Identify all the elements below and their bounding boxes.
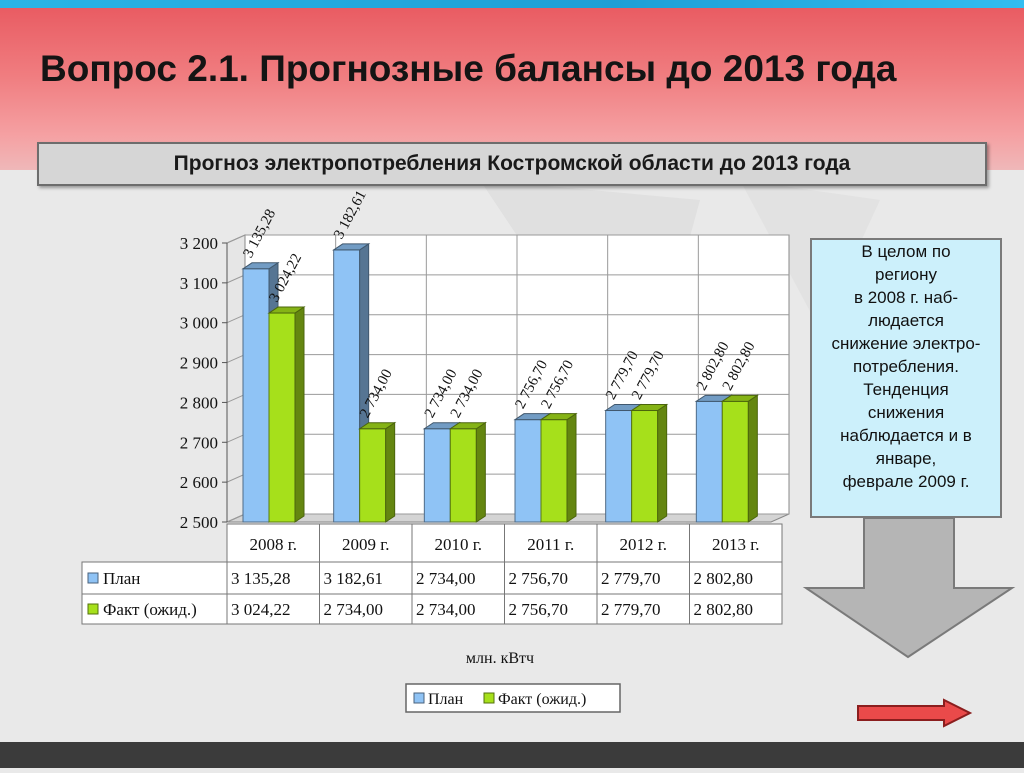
y-tick-label: 3 000 xyxy=(180,314,218,333)
table-cell: 2 779,70 xyxy=(601,600,661,619)
x-category-label: 2009 г. xyxy=(342,535,390,554)
bar-front xyxy=(242,268,270,523)
legend-label: Факт (ожид.) xyxy=(498,691,586,708)
x-category-label: 2012 г. xyxy=(619,535,667,554)
legend-swatch xyxy=(483,692,495,704)
note-line: Тенденция xyxy=(863,380,949,399)
y-tick-label: 2 600 xyxy=(180,473,218,492)
bar-front xyxy=(605,410,633,523)
bar-fact xyxy=(720,394,759,523)
y-tick-label: 3 100 xyxy=(180,274,218,293)
gridline-side xyxy=(226,274,246,284)
gridline-side xyxy=(226,473,246,483)
bar-top xyxy=(332,243,371,251)
bar-top xyxy=(241,262,280,270)
y-tick-label: 3 200 xyxy=(180,234,218,253)
bar-side xyxy=(385,421,396,523)
note-line: потребления. xyxy=(853,357,959,376)
x-category-label: 2010 г. xyxy=(434,535,482,554)
x-category-label: 2008 г. xyxy=(249,535,297,554)
table-body xyxy=(81,561,783,625)
note-line: В целом по xyxy=(861,242,951,261)
table-cell: 2 734,00 xyxy=(324,600,384,619)
bar-front xyxy=(268,312,296,523)
top-blue-strip xyxy=(0,0,1024,8)
bar-front xyxy=(540,419,568,523)
table-cell: 2 802,80 xyxy=(694,600,754,619)
note-callout: В целом по региону в 2008 г. наб-людается с… xyxy=(810,238,1002,518)
bar-top xyxy=(358,422,397,430)
table-cell: 2 734,00 xyxy=(416,569,476,588)
bar-fact xyxy=(358,421,397,523)
bar-side xyxy=(657,403,668,523)
x-category-label: 2013 г. xyxy=(712,535,760,554)
page-title: Вопрос 2.1. Прогнозные балансы до 2013 г… xyxy=(40,48,897,89)
table-cell: 3 182,61 xyxy=(324,569,384,588)
gridline-side xyxy=(226,433,246,443)
bar-front xyxy=(721,400,749,523)
note-line: наблюдается и в xyxy=(840,426,972,445)
note-line: людается xyxy=(868,311,944,330)
bar-front xyxy=(695,400,723,523)
gridline-side xyxy=(226,354,246,364)
legend-label: План xyxy=(428,691,464,708)
table-legend-swatch xyxy=(87,572,99,584)
bar-top xyxy=(720,394,759,402)
bar-front xyxy=(631,410,659,523)
bar-front xyxy=(514,419,542,523)
x-category-label: 2011 г. xyxy=(527,535,574,554)
bar-side xyxy=(747,394,758,523)
next-slide-arrow-icon[interactable] xyxy=(856,698,974,728)
table-cell: 3 135,28 xyxy=(231,569,291,588)
chart-side-wall xyxy=(226,234,246,523)
gridline-side xyxy=(226,513,246,523)
table-legend-swatch xyxy=(87,603,99,615)
bar-side xyxy=(566,412,577,523)
bar-top xyxy=(630,404,669,412)
bar-fact xyxy=(630,403,669,523)
table-series-name: План xyxy=(103,569,140,588)
x-axis-label: млн. кВтч xyxy=(466,650,534,667)
note-line: январе, xyxy=(875,449,937,468)
bar-fact xyxy=(448,421,487,523)
table-cell: 2 756,70 xyxy=(509,600,569,619)
bar-top xyxy=(267,306,306,314)
bar-fact xyxy=(267,306,306,523)
bar-side xyxy=(294,306,305,523)
gridline-side xyxy=(226,393,246,403)
y-tick-label: 2 700 xyxy=(180,433,218,452)
table-series-name: Факт (ожид.) xyxy=(103,600,197,619)
legend-box xyxy=(405,683,621,713)
bar-top xyxy=(539,413,578,421)
table-cell: 2 802,80 xyxy=(694,569,754,588)
legend-swatch xyxy=(413,692,425,704)
bar-front xyxy=(359,428,387,523)
top-decor-band xyxy=(0,0,1024,170)
note-line: снижение электро- xyxy=(831,334,981,353)
y-tick-label: 2 900 xyxy=(180,354,218,373)
bar-front xyxy=(449,428,477,523)
bar-top xyxy=(448,422,487,430)
table-cell: 2 756,70 xyxy=(509,569,569,588)
gridline-side xyxy=(226,314,246,324)
note-line: снижения xyxy=(867,403,945,422)
table-cell: 2 734,00 xyxy=(416,600,476,619)
table-cell: 2 779,70 xyxy=(601,569,661,588)
bar-side xyxy=(475,421,486,523)
note-line: региону xyxy=(875,265,937,284)
y-tick-label: 2 800 xyxy=(180,393,218,412)
table-cell: 3 024,22 xyxy=(231,600,291,619)
y-tick-label: 2 500 xyxy=(180,513,218,532)
bottom-bar xyxy=(0,742,1024,768)
chart-subtitle: Прогноз электропотребления Костромской о… xyxy=(37,142,987,186)
bar-fact xyxy=(539,412,578,523)
bar-front xyxy=(423,428,451,523)
gridline-side xyxy=(226,234,246,244)
note-line: в 2008 г. наб- xyxy=(853,288,959,307)
bar-front xyxy=(333,249,361,523)
data-label: 3 182,61 xyxy=(331,188,370,242)
note-line: феврале 2009 г. xyxy=(842,472,970,491)
